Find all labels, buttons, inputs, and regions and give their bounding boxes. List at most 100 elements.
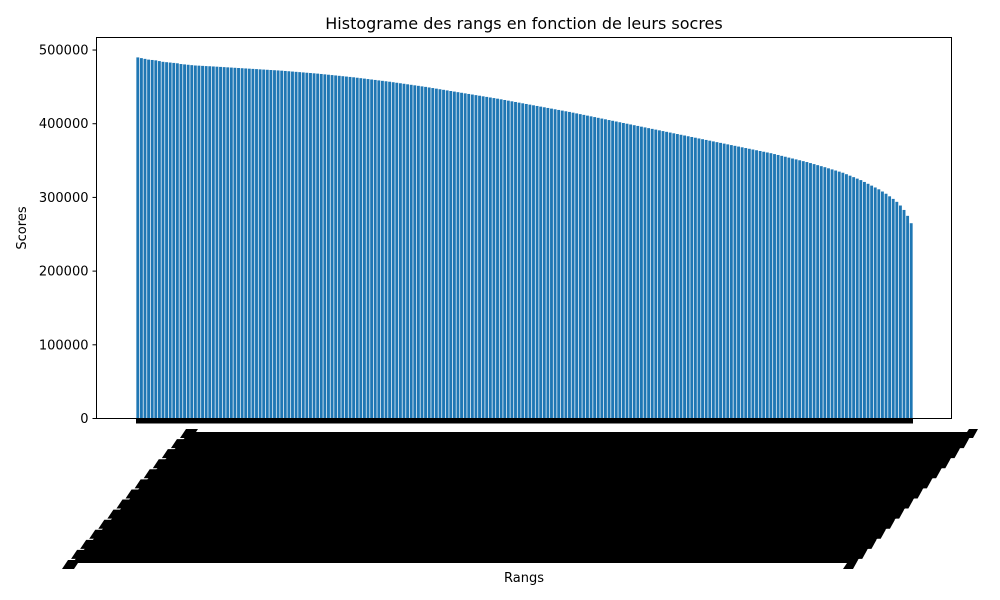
x-tick-label-edge bbox=[98, 519, 117, 529]
x-tick-label-edge bbox=[843, 560, 858, 569]
bar bbox=[143, 58, 147, 419]
bar bbox=[273, 70, 276, 419]
bar bbox=[165, 62, 169, 419]
bar bbox=[395, 82, 399, 419]
bar bbox=[805, 162, 809, 419]
bar bbox=[255, 69, 258, 419]
bar bbox=[693, 137, 697, 419]
y-tick-label: 0 bbox=[80, 412, 88, 427]
bar bbox=[524, 103, 528, 419]
bar bbox=[747, 148, 751, 419]
bar bbox=[812, 164, 816, 419]
bar bbox=[481, 96, 485, 419]
bar bbox=[186, 64, 190, 419]
bar bbox=[841, 172, 845, 419]
bar bbox=[668, 132, 672, 419]
bar bbox=[618, 122, 622, 419]
bar bbox=[600, 118, 604, 419]
bar bbox=[902, 209, 906, 419]
bar bbox=[168, 62, 172, 419]
bar bbox=[434, 88, 438, 419]
bar bbox=[193, 65, 197, 419]
bar bbox=[337, 75, 341, 419]
plot-frame bbox=[96, 37, 952, 419]
bar bbox=[211, 66, 215, 419]
bar bbox=[542, 107, 546, 419]
bar bbox=[891, 198, 895, 419]
bar bbox=[737, 146, 740, 419]
bar bbox=[427, 87, 431, 419]
bar bbox=[506, 100, 510, 419]
bar bbox=[424, 86, 428, 419]
bar bbox=[780, 155, 784, 419]
bar bbox=[895, 201, 899, 419]
x-tick-label-edge bbox=[134, 479, 153, 489]
bar bbox=[291, 71, 294, 419]
bar bbox=[150, 59, 154, 419]
bar bbox=[855, 178, 859, 419]
bar bbox=[301, 72, 305, 419]
bar bbox=[571, 112, 575, 419]
bar bbox=[521, 103, 525, 419]
bar bbox=[251, 68, 255, 419]
bar bbox=[244, 68, 248, 419]
bar bbox=[345, 76, 348, 419]
bar bbox=[787, 157, 791, 419]
y-tick-label: 300000 bbox=[39, 191, 89, 206]
bar bbox=[154, 60, 158, 419]
bar bbox=[222, 67, 226, 419]
bar bbox=[578, 114, 582, 419]
bar bbox=[183, 64, 186, 419]
x-tick-label-edge bbox=[143, 469, 162, 479]
bar bbox=[535, 105, 539, 419]
bar bbox=[327, 74, 330, 419]
bar bbox=[575, 113, 579, 419]
bar bbox=[334, 75, 338, 419]
y-tick-label: 200000 bbox=[39, 265, 89, 280]
bar bbox=[848, 175, 852, 419]
bar bbox=[157, 61, 161, 419]
bar bbox=[672, 133, 676, 419]
bar bbox=[686, 136, 690, 419]
bar bbox=[233, 67, 237, 419]
bar bbox=[265, 69, 269, 419]
x-axis-label: Rangs bbox=[504, 571, 544, 586]
bar bbox=[657, 130, 661, 419]
bar bbox=[190, 65, 194, 419]
bar bbox=[510, 101, 514, 419]
x-tick-label-edge bbox=[916, 479, 932, 489]
bar bbox=[201, 65, 204, 419]
y-tick-label: 500000 bbox=[39, 44, 89, 59]
bar bbox=[409, 84, 413, 419]
bar bbox=[560, 110, 564, 419]
bar bbox=[783, 156, 787, 419]
bar bbox=[431, 88, 435, 419]
bar bbox=[794, 159, 798, 419]
bar bbox=[514, 101, 517, 419]
x-tick-label-edge bbox=[935, 459, 951, 469]
bar bbox=[341, 76, 345, 419]
bar bbox=[827, 168, 830, 419]
x-tick-label-edge bbox=[926, 469, 942, 479]
bar bbox=[898, 205, 902, 419]
x-tick-label-edge bbox=[953, 439, 969, 449]
bar bbox=[280, 70, 284, 419]
bar bbox=[751, 149, 755, 419]
bar bbox=[643, 127, 647, 419]
bar bbox=[474, 95, 478, 419]
bar bbox=[791, 158, 794, 419]
bar bbox=[467, 93, 471, 419]
bar bbox=[719, 142, 722, 419]
bar bbox=[488, 97, 492, 419]
bar bbox=[470, 94, 474, 419]
bar bbox=[830, 169, 834, 419]
bar bbox=[352, 77, 356, 419]
bar bbox=[147, 59, 151, 419]
bar bbox=[866, 183, 870, 419]
bar bbox=[744, 148, 748, 419]
y-axis-label: Scores bbox=[15, 206, 30, 249]
bar bbox=[564, 111, 568, 419]
bar bbox=[366, 79, 370, 419]
bar bbox=[449, 91, 453, 419]
bar bbox=[503, 99, 507, 419]
